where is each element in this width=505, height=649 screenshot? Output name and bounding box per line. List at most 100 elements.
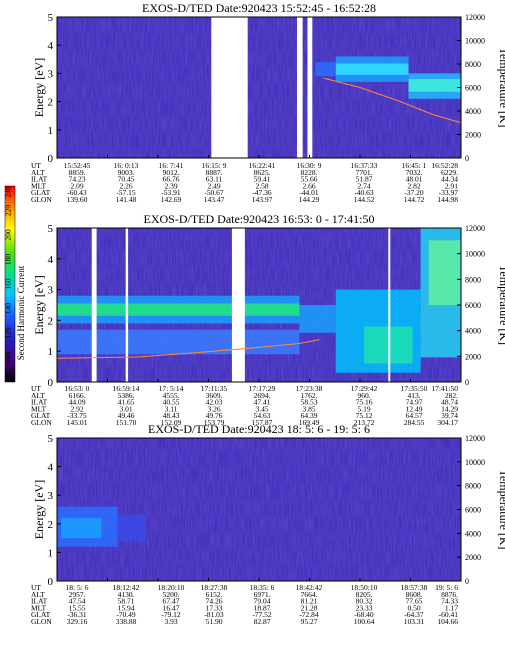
- orbit-cell: 3.11: [165, 404, 178, 413]
- y-axis-label: Energy [eV]: [32, 480, 46, 539]
- orbit-row-label: ALT: [31, 590, 45, 599]
- orbit-row-label: GLON: [31, 195, 52, 204]
- orbit-cell: 17: 5:14: [159, 384, 184, 393]
- orbit-cell: 103.31: [404, 617, 425, 626]
- orbit-cell: 100.64: [354, 617, 375, 626]
- y-right-tick-label: 10000: [465, 458, 485, 467]
- orbit-cell: 2.26: [119, 181, 132, 190]
- y-right-tick-label: 4000: [465, 327, 481, 336]
- orbit-cell: 17:23:38: [296, 384, 323, 393]
- orbit-cell: 17:29:42: [351, 384, 378, 393]
- orbit-cell: -72.84: [299, 610, 319, 619]
- spectrogram-band: [61, 518, 102, 539]
- orbit-row-label: ILAT: [31, 175, 48, 184]
- orbit-cell: 48.43: [163, 411, 180, 420]
- orbit-cell: 8859.: [69, 168, 86, 177]
- orbit-cell: -60.43: [67, 188, 87, 197]
- orbit-row-label: UT: [31, 384, 41, 393]
- colorbar-tick-label: 80: [4, 372, 13, 380]
- colorbar-gradient: [4, 185, 16, 383]
- orbit-cell: 338.88: [116, 617, 137, 626]
- colorbar-tick-label: 240: [4, 186, 13, 198]
- orbit-cell: 304.17: [437, 418, 458, 427]
- orbit-cell: 18:12:42: [113, 583, 140, 592]
- orbit-row-label: MLT: [31, 404, 47, 413]
- orbit-cell: 139.60: [67, 195, 88, 204]
- orbit-cell: 74.97: [406, 398, 423, 407]
- y-right-tick-label: 8000: [465, 275, 481, 284]
- y-right-tick-label: 12000: [465, 13, 485, 22]
- y-tick-label: 5: [48, 12, 54, 24]
- orbit-cell: 284.55: [404, 418, 425, 427]
- y-tick-label: 2: [48, 97, 54, 109]
- orbit-cell: 17:41:50: [431, 384, 458, 393]
- spectrogram-texture: [57, 438, 461, 581]
- orbit-cell: 6152.: [206, 590, 223, 599]
- colorbar: Second Harmonic Current 80 100 120 140 160 18…: [4, 185, 26, 383]
- orbit-cell: 169.49: [299, 418, 320, 427]
- spectrogram-band: [299, 305, 336, 333]
- orbit-cell: 16.47: [163, 603, 180, 612]
- orbit-cell: 1762.: [301, 391, 318, 400]
- data-gap: [307, 17, 313, 158]
- orbit-cell: 144.72: [404, 195, 425, 204]
- orbit-cell: 143.47: [204, 195, 225, 204]
- orbit-cell: 2.74: [357, 181, 370, 190]
- orbit-cell: 55.66: [301, 175, 318, 184]
- orbit-table: UT 16:53: 0 16:59:14 17: 5:14 17:11:35 17:17:…: [31, 384, 458, 427]
- orbit-cell: 17:11:35: [201, 384, 228, 393]
- orbit-cell: -36.31: [67, 610, 87, 619]
- orbit-row-label: GLAT: [31, 610, 51, 619]
- orbit-cell: 144.98: [437, 195, 458, 204]
- orbit-cell: 2694.: [254, 391, 271, 400]
- orbit-cell: 59.41: [254, 175, 271, 184]
- orbit-cell: 16:52:28: [431, 161, 458, 170]
- y-tick-label: 1: [48, 346, 54, 358]
- orbit-cell: 19: 5: 6: [435, 583, 458, 592]
- y-right-tick-label: 0: [465, 378, 469, 387]
- y-tick-label: 1: [48, 125, 54, 137]
- y-right-tick-label: 6000: [465, 506, 481, 515]
- orbit-cell: 0.50: [407, 603, 420, 612]
- orbit-cell: 16:37:33: [351, 161, 378, 170]
- orbit-cell: -64.37: [404, 610, 424, 619]
- orbit-cell: 16:53: 0: [65, 384, 90, 393]
- orbit-cell: 8228.: [301, 168, 318, 177]
- orbit-cell: 16:15: 9: [202, 161, 227, 170]
- orbit-cell: 17.33: [206, 603, 223, 612]
- colorbar-tick-label: 120: [4, 327, 13, 339]
- orbit-cell: -77.52: [252, 610, 272, 619]
- orbit-cell: 80.32: [356, 597, 373, 606]
- orbit-cell: 6971.: [254, 590, 271, 599]
- orbit-cell: 51.87: [356, 175, 373, 184]
- colorbar-tick-label: 180: [4, 254, 13, 266]
- orbit-cell: 15.55: [69, 603, 86, 612]
- panel-title: EXOS-D/TED Date:920423 16:53: 0 - 17:41:…: [144, 212, 375, 226]
- data-gap: [211, 17, 248, 158]
- orbit-row-label: ILAT: [31, 597, 48, 606]
- orbit-cell: 2.09: [70, 181, 83, 190]
- orbit-cell: 18.87: [254, 603, 271, 612]
- orbit-cell: -50.67: [204, 188, 224, 197]
- orbit-cell: 18:20:10: [158, 583, 185, 592]
- orbit-cell: 9003.: [118, 168, 135, 177]
- orbit-cell: -44.01: [299, 188, 319, 197]
- colorbar-label: Second Harmonic Current: [16, 265, 26, 360]
- y-tick-label: 2: [48, 315, 54, 327]
- orbit-cell: 44.34: [441, 175, 458, 184]
- orbit-cell: 152.09: [161, 418, 182, 427]
- orbit-cell: 42.03: [206, 398, 223, 407]
- orbit-cell: 8608.: [406, 590, 423, 599]
- orbit-cell: 2.49: [207, 181, 220, 190]
- orbit-cell: 6166.: [69, 391, 86, 400]
- orbit-cell: 157.87: [252, 418, 273, 427]
- orbit-cell: 7664.: [301, 590, 318, 599]
- spectrogram-band: [57, 329, 300, 355]
- spectrogram-band: [408, 79, 461, 92]
- orbit-cell: 1.17: [445, 603, 458, 612]
- orbit-row-label: UT: [31, 161, 41, 170]
- orbit-cell: 145.01: [67, 418, 88, 427]
- y-tick-label: 0: [48, 377, 54, 389]
- y-tick-label: 5: [48, 223, 54, 235]
